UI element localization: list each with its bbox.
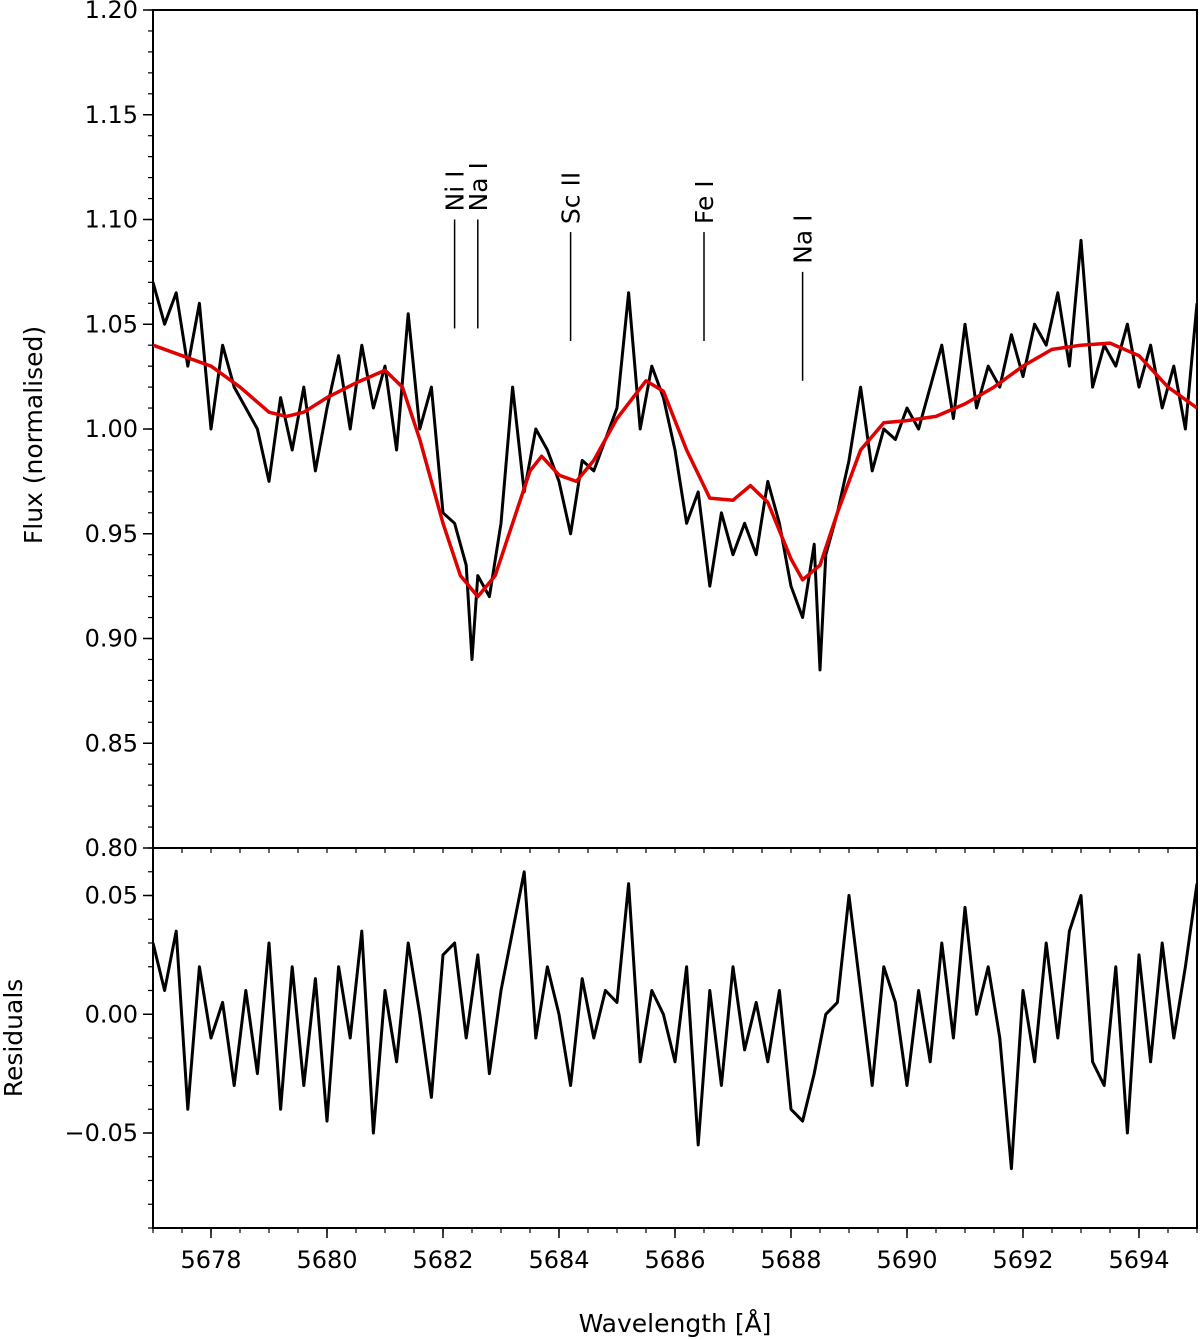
flux-y-axis-label: Flux (normalised) bbox=[19, 326, 48, 544]
y-tick-label: 0.95 bbox=[85, 520, 138, 548]
y-tick-label: 1.15 bbox=[85, 101, 138, 129]
y-tick-label: 1.20 bbox=[85, 0, 138, 24]
x-tick-label: 5688 bbox=[760, 1246, 821, 1274]
y-tick-label: 0.05 bbox=[85, 882, 138, 910]
y-tick-label: −0.05 bbox=[64, 1119, 138, 1147]
x-axis-label: Wavelength [Å] bbox=[579, 1309, 772, 1338]
line-marker-label: Na I bbox=[789, 215, 818, 264]
x-tick-label: 5684 bbox=[528, 1246, 589, 1274]
y-tick-label: 0.85 bbox=[85, 729, 138, 757]
x-tick-label: 5678 bbox=[180, 1246, 241, 1274]
residuals-y-axis-label: Residuals bbox=[0, 979, 28, 1098]
x-tick-label: 5694 bbox=[1108, 1246, 1169, 1274]
line-marker-label: Na I bbox=[464, 162, 493, 211]
y-tick-label: 1.00 bbox=[85, 415, 138, 443]
x-tick-label: 5692 bbox=[992, 1246, 1053, 1274]
residuals-panel: −0.05 0.00 0.05 5678 5680 5682 5684 5686 5688 569… bbox=[64, 847, 1198, 1274]
line-marker-label: Ni I bbox=[441, 171, 470, 212]
y-tick-label: 1.10 bbox=[85, 206, 138, 234]
y-tick-label: 0.80 bbox=[85, 834, 138, 862]
line-marker-label: Sc II bbox=[557, 172, 586, 224]
observed-spectrum-line bbox=[153, 238, 1197, 672]
flux-panel: 0.80 0.85 0.90 0.95 1.00 1.05 1.10 1.15 1.20 Ni I… bbox=[85, 0, 1198, 862]
y-tick-label: 0.00 bbox=[85, 1000, 138, 1028]
x-tick-label: 5682 bbox=[412, 1246, 473, 1274]
model-fit-line bbox=[153, 341, 1197, 599]
x-tick-label: 5686 bbox=[644, 1246, 705, 1274]
y-tick-label: 1.05 bbox=[85, 310, 138, 338]
x-tick-label: 5690 bbox=[876, 1246, 937, 1274]
y-tick-label: 0.90 bbox=[85, 625, 138, 653]
line-marker-label: Fe I bbox=[690, 180, 719, 224]
observed-spectrum-line bbox=[153, 870, 1197, 1171]
x-tick-label: 5680 bbox=[296, 1246, 357, 1274]
